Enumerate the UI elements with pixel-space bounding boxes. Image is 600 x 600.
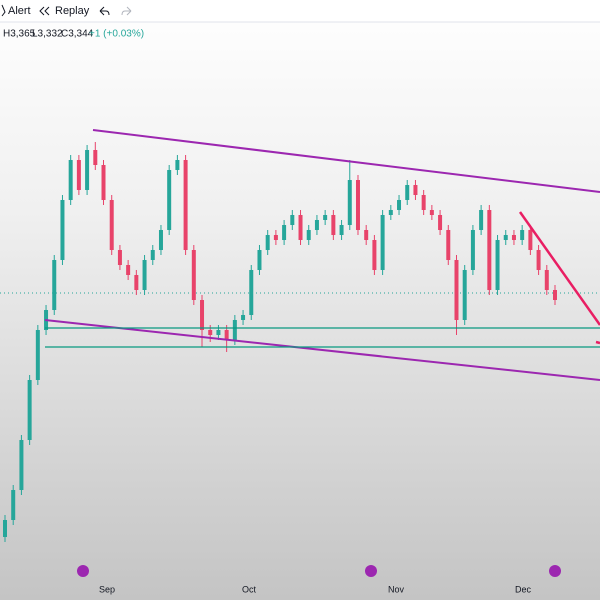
- candle-body: [479, 210, 484, 230]
- event-icon[interactable]: [77, 565, 89, 577]
- candle-body: [355, 180, 360, 230]
- candle-body: [405, 185, 410, 200]
- candle-body: [339, 225, 344, 235]
- redo-button[interactable]: [121, 6, 132, 16]
- candle-body: [183, 160, 188, 250]
- candles: [3, 142, 557, 542]
- candle-body: [528, 230, 533, 250]
- x-tick-label: Oct: [242, 584, 257, 594]
- candle-body: [19, 440, 24, 490]
- legend-high: H3,365: [3, 29, 36, 40]
- candle-body: [462, 270, 467, 320]
- candle-body: [298, 215, 303, 240]
- candle-body: [52, 260, 57, 310]
- trend-line: [44, 319, 600, 381]
- candle-body: [76, 160, 81, 190]
- candle-body: [3, 520, 7, 537]
- candle-body: [60, 200, 65, 260]
- event-icon[interactable]: [365, 565, 377, 577]
- candle-body: [429, 210, 434, 215]
- candle-body: [191, 250, 196, 300]
- candle-body: [347, 180, 352, 225]
- candle-body: [11, 490, 16, 520]
- trend-line: [595, 340, 600, 345]
- candle-body: [85, 150, 90, 190]
- candle-body: [364, 230, 369, 240]
- candle-body: [167, 170, 172, 230]
- legend-close: C3,344: [61, 29, 94, 40]
- candle-body: [372, 240, 377, 270]
- alert-button[interactable]: Alert: [8, 5, 31, 17]
- candle-body: [101, 165, 106, 200]
- candle-body: [306, 230, 311, 240]
- candle-body: [446, 230, 451, 260]
- candle-body: [200, 300, 205, 330]
- trend-line: [518, 211, 600, 326]
- candle-body: [35, 330, 40, 380]
- candle-body: [536, 250, 541, 270]
- candle-body: [487, 210, 492, 290]
- candle-body: [27, 380, 32, 440]
- candle-body: [150, 250, 155, 260]
- candle-body: [511, 235, 516, 240]
- candle-body: [175, 160, 180, 170]
- candle-body: [142, 260, 147, 290]
- candle-body: [224, 330, 229, 340]
- candle-body: [282, 225, 287, 240]
- candle-body: [454, 260, 459, 320]
- candle-body: [544, 270, 549, 290]
- replay-button[interactable]: Replay: [55, 5, 90, 17]
- candle-body: [109, 200, 114, 250]
- alert-icon[interactable]: [1, 4, 6, 17]
- candle-body: [421, 195, 426, 210]
- candle-body: [388, 210, 393, 215]
- candle-body: [495, 240, 500, 290]
- candle-body: [273, 235, 278, 240]
- undo-button[interactable]: [99, 6, 110, 16]
- candle-body: [470, 230, 475, 270]
- x-tick-label: Sep: [99, 584, 115, 594]
- replay-icon[interactable]: [39, 6, 50, 16]
- legend-change: +1 (+0.03%): [89, 29, 144, 40]
- candle-body: [438, 215, 443, 230]
- candle-body: [257, 250, 262, 270]
- candle-body: [241, 315, 246, 320]
- candle-body: [503, 235, 508, 240]
- candle-body: [216, 330, 221, 335]
- candle-body: [323, 215, 328, 220]
- candle-body: [117, 250, 122, 265]
- candle-body: [93, 150, 98, 165]
- candle-body: [413, 185, 418, 195]
- candle-body: [134, 275, 139, 290]
- candle-body: [290, 215, 295, 225]
- candle-body: [68, 160, 73, 200]
- candle-body: [265, 235, 270, 250]
- legend-low: L3,332: [32, 29, 63, 40]
- x-tick-label: Nov: [388, 584, 405, 594]
- candle-body: [553, 290, 557, 300]
- candle-body: [520, 230, 525, 240]
- candle-body: [397, 200, 402, 210]
- trend-line: [92, 129, 600, 193]
- event-icon[interactable]: [549, 565, 561, 577]
- candle-body: [314, 220, 319, 230]
- candle-body: [208, 330, 213, 335]
- candle-body: [380, 215, 385, 270]
- candle-body: [232, 320, 237, 340]
- toolbar: [0, 0, 600, 22]
- candle-body: [331, 215, 336, 235]
- candle-body: [249, 270, 254, 315]
- candle-body: [126, 265, 131, 275]
- x-tick-label: Dec: [515, 584, 532, 594]
- candle-body: [158, 230, 163, 250]
